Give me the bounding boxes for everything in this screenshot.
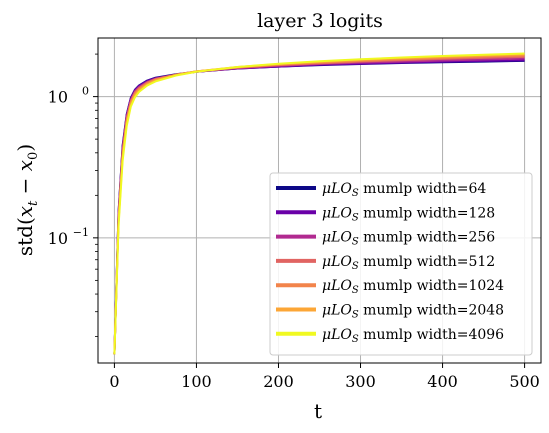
- plot-frame: [97, 37, 542, 364]
- legend-label-0: μLOS mumlp width=64: [322, 181, 486, 199]
- x-tick-label: 0: [109, 372, 119, 391]
- x-tick-label: 100: [181, 372, 212, 391]
- x-axis-ticks: 0 100 200 300 400 500: [109, 363, 540, 391]
- series-line-6: [113, 52, 525, 355]
- legend-label-6: μLOS mumlp width=4096: [322, 327, 504, 345]
- x-tick-label: 400: [427, 372, 458, 391]
- y-tick-label: 10 −1: [48, 226, 89, 248]
- legend-label-1: μLOS mumlp width=128: [322, 205, 495, 223]
- legend-label-2: μLOS mumlp width=256: [322, 230, 495, 248]
- y-axis-label: std(xt − x0): [13, 144, 41, 256]
- y-tick-label: 10 0: [48, 85, 89, 107]
- series-layer: [113, 52, 525, 355]
- x-tick-label: 300: [345, 372, 376, 391]
- legend-label-4: μLOS mumlp width=1024: [322, 278, 504, 296]
- legend-label-3: μLOS mumlp width=512: [322, 254, 495, 272]
- legend: μLOS mumlp width=64 μLOS mumlp width=128 μ…: [269, 172, 533, 356]
- chart-title: layer 3 logits: [257, 10, 383, 32]
- x-axis-label: t: [314, 399, 322, 423]
- x-tick-label: 200: [263, 372, 294, 391]
- legend-label-5: μLOS mumlp width=2048: [322, 303, 504, 321]
- x-tick-label: 500: [509, 372, 540, 391]
- legend-box: [269, 172, 533, 356]
